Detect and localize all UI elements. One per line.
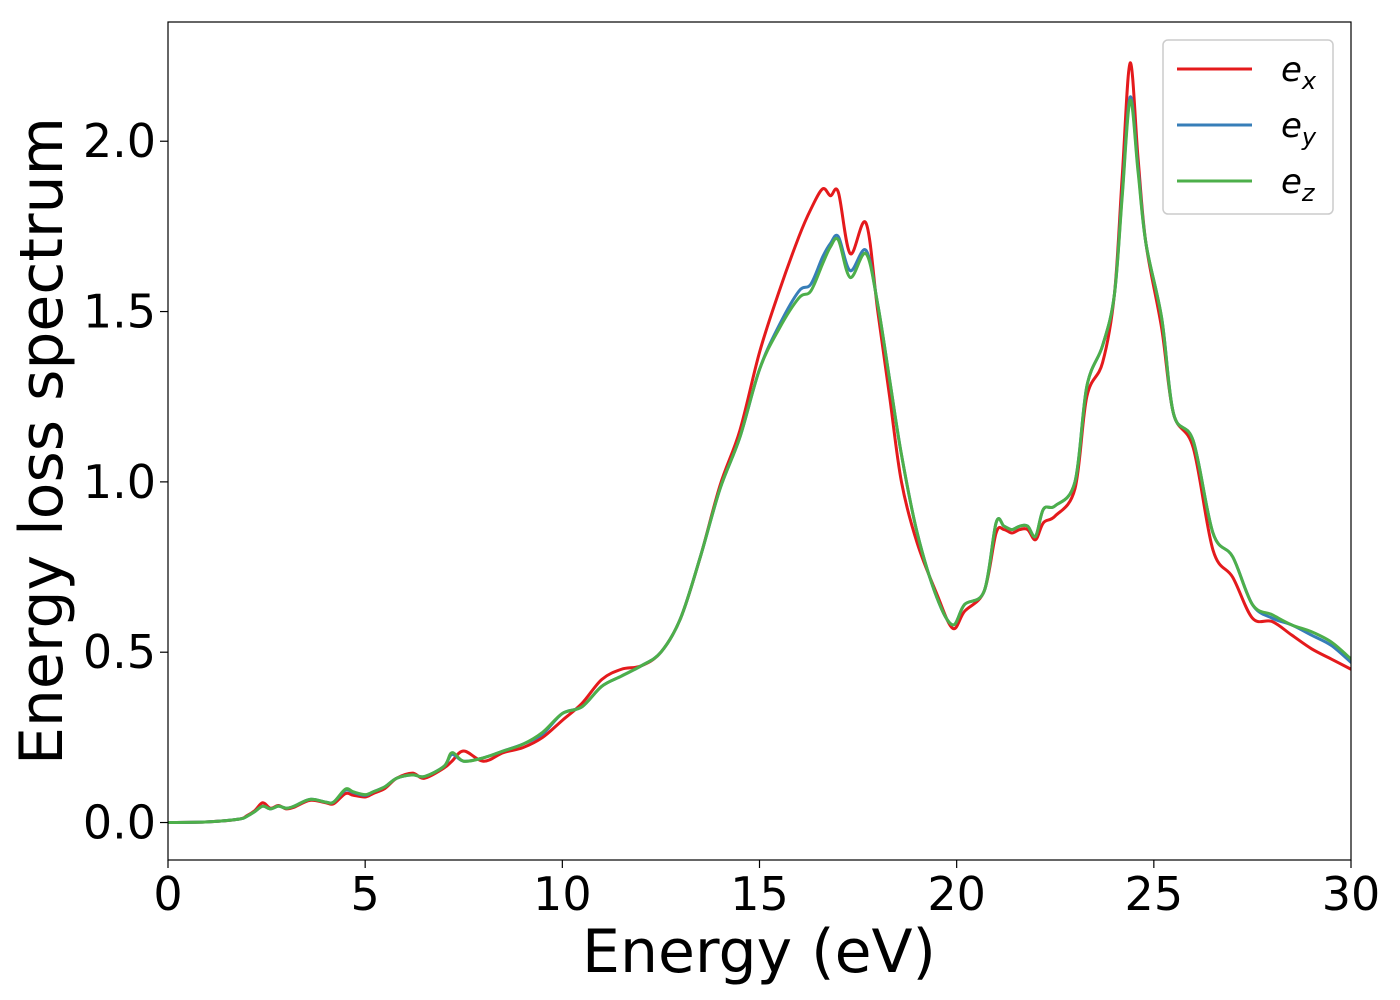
x-tick-label: 25 [1125,867,1184,921]
x-axis-title: Energy (eV) [582,917,936,987]
legend-label-subscript: x [1301,67,1317,95]
y-axis-title: Energy loss spectrum [7,117,77,765]
y-tick-label: 2.0 [83,114,156,168]
legend-label-symbol: e [1281,162,1302,202]
series-line-z [168,98,1351,825]
x-tick-label: 20 [927,867,986,921]
plot-background [168,22,1351,860]
series-line-x [168,61,1351,825]
legend-label-symbol: e [1281,106,1302,146]
y-tick-label: 0.5 [83,625,156,679]
legend-label-subscript: z [1301,179,1316,207]
legend-label-subscript: y [1301,123,1317,151]
x-tick-label: 5 [351,867,380,921]
x-axis: 0 5 10 15 20 25 30 [153,860,1380,921]
y-tick-label: 0.0 [83,796,156,850]
legend-label-y: ey [1281,106,1317,151]
series-layer [168,61,1351,825]
legend-frame [1162,39,1334,215]
y-tick-label: 1.5 [83,285,156,339]
y-axis: 0.0 0.5 1.0 1.5 2.0 [83,114,168,850]
y-tick-label: 1.0 [83,455,156,509]
legend-label-symbol: e [1281,50,1302,90]
legend-label-x: ex [1281,50,1317,95]
x-tick-label: 10 [533,867,592,921]
legend-label-z: ez [1281,162,1316,207]
x-tick-label: 15 [730,867,789,921]
x-tick-label: 30 [1322,867,1381,921]
x-tick-label: 0 [153,867,182,921]
